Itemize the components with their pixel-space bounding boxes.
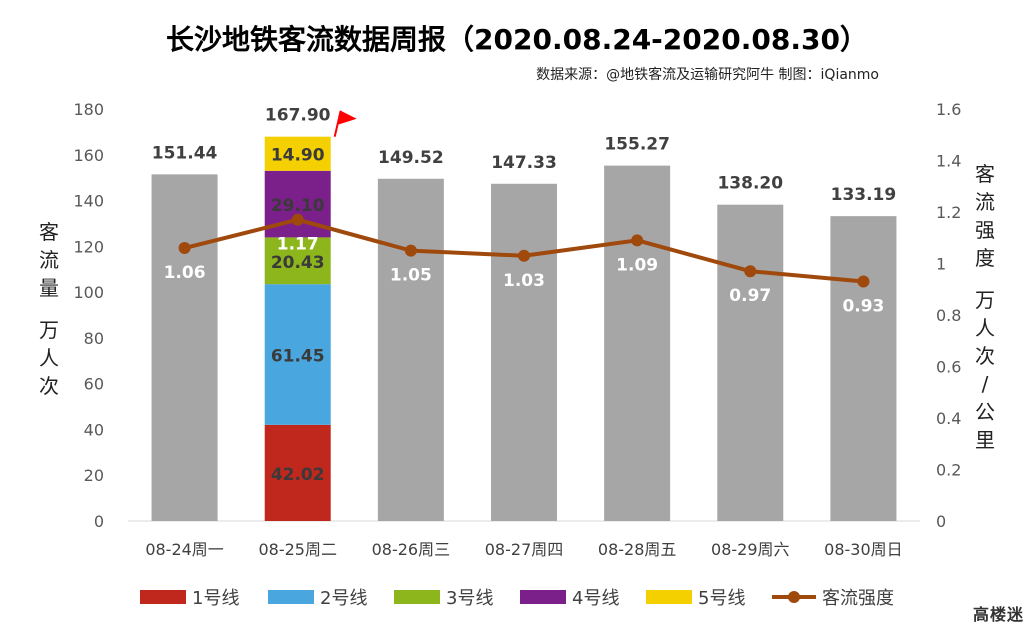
bar [830,216,897,521]
y-left-tick-label: 0 [94,512,104,531]
legend-swatch [140,590,186,604]
left-axis-label: 客流量 万人次 [39,220,59,398]
y-left-tick-label: 160 [73,146,104,165]
legend-swatch [268,590,314,604]
bar-total-label: 138.20 [717,174,783,194]
x-tick-label: 08-26周三 [372,540,451,559]
x-tick-label: 08-25周二 [258,540,337,559]
y-left-tick-label: 180 [73,100,104,119]
y-right-tick-label: 0.6 [936,358,961,377]
legend-label: 5号线 [698,588,745,609]
bar [491,183,557,521]
line-point [404,244,417,257]
bar-segment-label: 42.02 [271,465,325,485]
line-point-label: 0.97 [729,286,771,306]
legend-label: 2号线 [320,588,367,609]
chart-source: 数据来源：@地铁客流及运输研究阿牛 制图：iQianmo [536,67,879,83]
y-right-tick-label: 0.8 [936,306,961,325]
right-axis-label: 客流强度 万人次 / 公里 [975,162,995,452]
line-point [857,275,870,288]
bar [604,165,671,521]
bar-segment [264,237,331,285]
bar-segment-label: 20.43 [271,253,325,273]
bar [151,174,218,521]
line-point [518,249,530,262]
y-right-tick-label: 1.4 [936,152,961,171]
line-point [291,213,304,226]
line-point-label: 1.05 [390,266,432,286]
bar-total-label: 149.52 [378,148,444,168]
bar-segment-label: 29.10 [271,196,325,216]
y-right-tick-label: 1.2 [936,203,961,222]
bar-total-label: 155.27 [604,135,670,155]
bar-total-label: 147.33 [491,153,557,173]
y-right-tick-label: 0.2 [936,461,961,480]
bar-total-label: 151.44 [152,143,218,163]
line-point-label: 0.93 [842,297,884,317]
legend-swatch [520,590,566,604]
y-left-tick-label: 120 [73,237,104,256]
legend-swatch [394,590,440,604]
bar-total-label: 133.19 [831,185,897,205]
flag-icon [337,110,357,125]
flag-pole [333,110,342,137]
y-left-tick-label: 140 [73,192,104,211]
y-right-tick-label: 0.4 [936,409,961,428]
x-tick-label: 08-29周六 [711,540,790,559]
chart-title: 长沙地铁客流数据周报（2020.08.24-2020.08.30） [166,23,868,56]
bar [717,204,784,522]
x-tick-label: 08-27周四 [485,540,564,559]
line-point-label: 1.06 [164,263,206,283]
x-tick-label: 08-30周日 [824,540,903,559]
bar-segment-label: 14.90 [271,146,325,166]
bar-segment [264,424,331,521]
y-right-tick-label: 0 [936,512,946,531]
legend-label: 1号线 [192,588,239,609]
bar [377,178,444,522]
line-point [178,242,191,255]
line-point-label: 1.09 [616,255,658,275]
y-left-tick-label: 100 [73,283,104,302]
y-left-tick-label: 80 [84,329,104,348]
legend-swatch [646,590,692,604]
bar-segment [264,284,331,425]
line-point-label: 1.17 [277,235,319,255]
x-tick-label: 08-28周五 [598,540,677,559]
bar-segment [264,136,331,171]
y-left-tick-label: 20 [84,466,104,485]
bar-segment-label: 61.45 [271,346,325,366]
site-logo: 高楼迷 [972,605,1024,624]
line-point-label: 1.03 [503,271,545,291]
y-right-tick-label: 1 [936,255,946,274]
y-right-tick-label: 1.6 [936,100,961,119]
legend-label: 3号线 [446,588,493,609]
line-point [744,265,757,278]
y-left-tick-label: 40 [84,420,104,439]
y-left-tick-label: 60 [84,375,104,394]
x-tick-label: 08-24周一 [145,540,224,559]
legend-label: 4号线 [572,588,619,609]
bar-total-label: 167.90 [265,106,331,126]
legend-label: 客流强度 [822,588,894,609]
legend-marker [788,591,800,603]
line-point [631,234,644,247]
